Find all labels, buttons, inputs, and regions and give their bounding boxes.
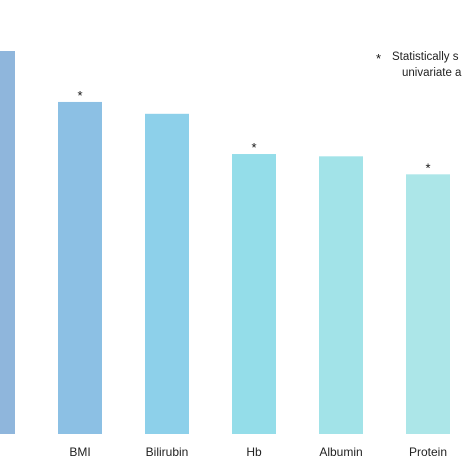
x-tick-labels: VBMIBilirubinHbAlbuminProtein [69,445,447,459]
x-tick-label-protein: Protein [409,445,447,459]
significance-star-protein: * [425,160,430,175]
significance-star-bmi: * [77,88,82,103]
note-line-2: univariate a [402,67,462,79]
bar-bilirubin [145,113,189,434]
bar-v [0,51,15,434]
x-tick-label-hb: Hb [246,445,262,459]
bar-hb [232,154,276,435]
note-asterisk: * [376,51,381,66]
bars-group [0,51,450,435]
bar-bmi [58,101,102,435]
significance-star-hb: * [251,140,256,155]
x-tick-label-bilirubin: Bilirubin [146,445,189,459]
significance-note: * Statistically s univariate a [376,51,462,79]
bar-albumin [319,156,363,434]
note-line-1: Statistically s [392,51,459,63]
bar-protein [406,174,450,435]
x-tick-label-albumin: Albumin [319,445,362,459]
x-tick-label-bmi: BMI [69,445,90,459]
significance-markers: * * * [77,88,430,175]
